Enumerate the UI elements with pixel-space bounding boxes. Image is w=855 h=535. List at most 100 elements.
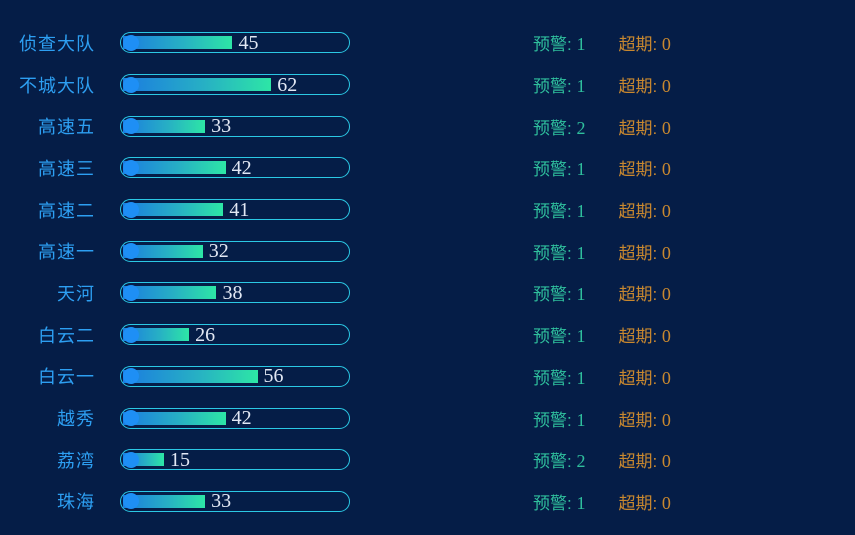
brigade-label: 高速五 <box>38 117 95 138</box>
warning-label: 预警: <box>533 77 577 97</box>
warning-stat: 预警: 1 <box>533 280 585 305</box>
brigade-row: 荔湾 15 预警: 2 超期: 0 <box>0 439 855 481</box>
bar-value: 41 <box>229 198 250 221</box>
bar-start-dot <box>123 284 139 301</box>
overdue-stat: 超期: 0 <box>618 489 670 514</box>
brigade-row: 珠海 33 预警: 1 超期: 0 <box>0 481 855 523</box>
warning-label: 预警: <box>533 327 577 347</box>
brigade-row: 高速三 42 预警: 1 超期: 0 <box>0 147 855 189</box>
overdue-label: 超期: <box>618 118 662 138</box>
bar-start-dot <box>123 34 139 51</box>
warning-label: 预警: <box>533 285 577 305</box>
brigade-label: 越秀 <box>57 409 95 430</box>
progress-bar[interactable]: 62 <box>120 73 350 96</box>
overdue-stat: 超期: 0 <box>618 322 670 347</box>
bar-fill <box>123 411 226 425</box>
bar-start-dot <box>123 201 139 218</box>
bar-fill <box>123 203 224 217</box>
progress-bar[interactable]: 45 <box>120 31 350 54</box>
warning-stat: 预警: 1 <box>533 489 585 514</box>
warning-count: 1 <box>576 409 586 430</box>
brigade-label: 白云二 <box>38 325 95 346</box>
bar-start-dot <box>123 76 139 93</box>
warning-label: 预警: <box>533 410 577 430</box>
overdue-label: 超期: <box>618 493 662 513</box>
overdue-label: 超期: <box>618 77 662 97</box>
overdue-label: 超期: <box>618 368 662 388</box>
overdue-count: 0 <box>661 159 671 180</box>
bar-value: 33 <box>211 490 232 513</box>
overdue-stat: 超期: 0 <box>618 280 670 305</box>
warning-count: 1 <box>576 76 586 97</box>
overdue-label: 超期: <box>618 327 662 347</box>
progress-bar[interactable]: 38 <box>120 281 350 304</box>
bar-fill <box>123 161 226 175</box>
warning-count: 1 <box>576 159 586 180</box>
bar-fill <box>123 369 258 383</box>
progress-bar[interactable]: 33 <box>120 490 350 513</box>
brigade-label: 不城大队 <box>19 75 95 96</box>
warning-stat: 预警: 1 <box>533 72 585 97</box>
warning-count: 1 <box>576 242 586 263</box>
warning-count: 1 <box>576 326 586 347</box>
brigade-label: 高速一 <box>38 242 95 263</box>
bar-value: 38 <box>222 281 243 304</box>
overdue-count: 0 <box>661 326 671 347</box>
progress-bar[interactable]: 26 <box>120 323 350 346</box>
brigade-row: 天河 38 预警: 1 超期: 0 <box>0 272 855 314</box>
brigade-row: 高速二 41 预警: 1 超期: 0 <box>0 189 855 231</box>
bar-fill <box>123 244 203 258</box>
overdue-label: 超期: <box>618 160 662 180</box>
bar-start-dot <box>123 159 139 176</box>
overdue-stat: 超期: 0 <box>618 155 670 180</box>
bar-start-dot <box>123 493 139 510</box>
progress-bar[interactable]: 42 <box>120 407 350 429</box>
warning-stat: 预警: 1 <box>533 30 585 55</box>
warning-stat: 预警: 1 <box>533 197 585 222</box>
warning-label: 预警: <box>533 35 577 55</box>
overdue-stat: 超期: 0 <box>618 406 670 431</box>
overdue-count: 0 <box>661 284 671 305</box>
warning-stat: 预警: 1 <box>533 322 585 347</box>
bar-fill <box>123 78 272 92</box>
overdue-stat: 超期: 0 <box>618 30 670 55</box>
overdue-count: 0 <box>661 367 671 388</box>
bar-value: 32 <box>208 240 229 263</box>
bar-value: 62 <box>277 73 298 96</box>
bar-value: 26 <box>195 323 216 346</box>
overdue-stat: 超期: 0 <box>618 114 670 139</box>
brigade-label: 高速三 <box>38 158 95 179</box>
warning-label: 预警: <box>533 493 577 513</box>
brigade-label: 珠海 <box>57 492 95 513</box>
warning-count: 1 <box>576 492 586 513</box>
warning-label: 预警: <box>533 452 577 472</box>
progress-bar[interactable]: 56 <box>120 365 350 387</box>
warning-count: 2 <box>576 451 586 472</box>
overdue-label: 超期: <box>618 452 662 472</box>
overdue-stat: 超期: 0 <box>618 197 670 222</box>
warning-count: 1 <box>576 367 586 388</box>
brigade-label: 侦查大队 <box>19 33 95 54</box>
warning-stat: 预警: 1 <box>533 364 585 389</box>
overdue-stat: 超期: 0 <box>618 72 670 97</box>
brigade-label: 白云一 <box>38 367 95 388</box>
progress-bar[interactable]: 33 <box>120 115 350 137</box>
bar-start-dot <box>123 243 139 260</box>
progress-bar[interactable]: 42 <box>120 157 350 179</box>
bar-value: 15 <box>170 448 191 471</box>
brigade-label: 高速二 <box>38 200 95 221</box>
bar-start-dot <box>123 368 139 385</box>
overdue-label: 超期: <box>618 285 662 305</box>
progress-bar[interactable]: 15 <box>120 448 350 471</box>
bar-value: 45 <box>238 31 259 54</box>
brigade-row: 不城大队 62 预警: 1 超期: 0 <box>0 64 855 106</box>
overdue-label: 超期: <box>618 202 662 222</box>
warning-stat: 预警: 1 <box>533 406 585 431</box>
overdue-stat: 超期: 0 <box>618 447 670 472</box>
warning-label: 预警: <box>533 368 577 388</box>
progress-bar[interactable]: 41 <box>120 198 350 221</box>
bar-fill <box>123 119 206 133</box>
brigade-row: 高速五 33 预警: 2 超期: 0 <box>0 105 855 147</box>
progress-bar[interactable]: 32 <box>120 240 350 263</box>
